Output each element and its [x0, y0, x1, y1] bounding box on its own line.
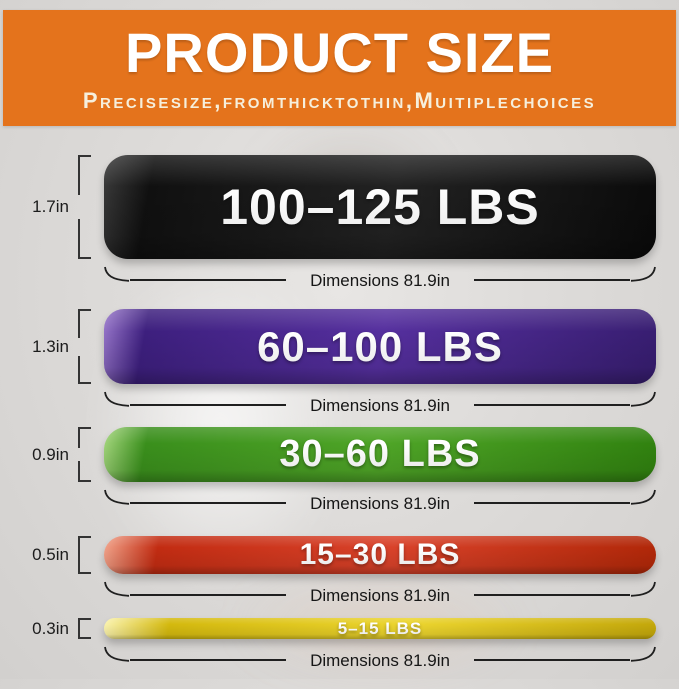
dimension-hook-left-icon: [104, 266, 130, 282]
resistance-band-purple: 60–100 LBS: [104, 309, 656, 384]
dimension-hook-right-icon: [630, 489, 656, 505]
resistance-band-yellow: 5–15 LBS: [104, 618, 656, 639]
dimension-line: [130, 266, 302, 282]
size-row-green: 0.9in 30–60 LBS Dimensions 81.9in: [0, 427, 656, 513]
dimension-label: Dimensions 81.9in: [310, 271, 450, 290]
dimension-line: [130, 581, 302, 597]
dimension-line: [458, 391, 631, 407]
resistance-band-red: 15–30 LBS: [104, 536, 656, 574]
bracket-top: [78, 309, 91, 338]
bracket-bottom: [78, 355, 91, 384]
size-row-black: 1.7in 100–125 LBS Dimensions 81.9in: [0, 155, 656, 290]
thickness-label: 1.3in: [32, 336, 69, 356]
measurement-left: 0.3in: [0, 618, 104, 639]
dimension-indicator: Dimensions 81.9in: [104, 266, 656, 290]
measure-bracket: [78, 309, 91, 384]
dimension-label: Dimensions 81.9in: [310, 494, 450, 513]
size-rows: 1.7in 100–125 LBS Dimensions 81.9in 1.3i…: [0, 126, 679, 670]
thickness-label: 0.9in: [32, 444, 69, 464]
bracket-top: [78, 536, 91, 555]
dimension-line: [458, 489, 631, 505]
measure-bracket: [78, 155, 91, 260]
measurement-left: 1.3in: [0, 309, 104, 384]
thickness-label: 0.3in: [32, 618, 69, 638]
measure-bracket: [78, 618, 91, 639]
dimension-label: Dimensions 81.9in: [310, 396, 450, 415]
resistance-band-green: 30–60 LBS: [104, 427, 656, 482]
dimension-label: Dimensions 81.9in: [310, 651, 450, 670]
size-row-purple: 1.3in 60–100 LBS Dimensions 81.9in: [0, 309, 656, 415]
bracket-bottom: [78, 219, 91, 260]
measurement-left: 1.7in: [0, 155, 104, 260]
bracket-gap: [78, 448, 91, 461]
dimension-indicator: Dimensions 81.9in: [104, 581, 656, 605]
bracket-gap: [78, 338, 91, 356]
dimension-hook-right-icon: [630, 581, 656, 597]
thickness-label: 0.5in: [32, 545, 69, 564]
dimension-hook-left-icon: [104, 489, 130, 505]
thickness-label: 1.7in: [32, 197, 69, 216]
dimension-hook-right-icon: [630, 266, 656, 282]
size-row-red: 0.5in 15–30 LBS Dimensions 81.9in: [0, 536, 656, 605]
page-subtitle: Precisesize,fromthicktothin,Muitiplechoi…: [82, 87, 597, 113]
header-banner: PRODUCT SIZE Precisesize,fromthicktothin…: [3, 10, 676, 126]
dimension-line: [130, 646, 302, 662]
dimension-hook-left-icon: [104, 646, 130, 662]
dimension-hook-right-icon: [630, 646, 656, 662]
dimension-hook-right-icon: [630, 391, 656, 407]
bracket-top: [78, 618, 91, 629]
infographic: PRODUCT SIZE Precisesize,fromthicktothin…: [0, 10, 679, 670]
measure-bracket: [78, 427, 91, 482]
measure-bracket: [78, 536, 91, 574]
dimension-indicator: Dimensions 81.9in: [104, 646, 656, 670]
size-row-yellow: 0.3in 5–15 LBS Dimensions 81.9in: [0, 618, 656, 670]
dimension-indicator: Dimensions 81.9in: [104, 489, 656, 513]
dimension-line: [130, 489, 302, 505]
bracket-top: [78, 155, 91, 195]
dimension-line: [458, 646, 631, 662]
dimension-line: [130, 391, 302, 407]
bracket-gap: [78, 195, 91, 220]
dimension-line: [458, 581, 631, 597]
dimension-hook-left-icon: [104, 581, 130, 597]
dimension-indicator: Dimensions 81.9in: [104, 391, 656, 415]
bracket-top: [78, 427, 91, 448]
dimension-line: [458, 266, 631, 282]
dimension-label: Dimensions 81.9in: [310, 586, 450, 605]
dimension-hook-left-icon: [104, 391, 130, 407]
bracket-bottom: [78, 555, 91, 574]
resistance-band-black: 100–125 LBS: [104, 155, 656, 259]
bracket-bottom: [78, 628, 91, 639]
measurement-left: 0.5in: [0, 536, 104, 574]
measurement-left: 0.9in: [0, 427, 104, 482]
page-title: PRODUCT SIZE: [125, 20, 554, 84]
bracket-bottom: [78, 461, 91, 482]
